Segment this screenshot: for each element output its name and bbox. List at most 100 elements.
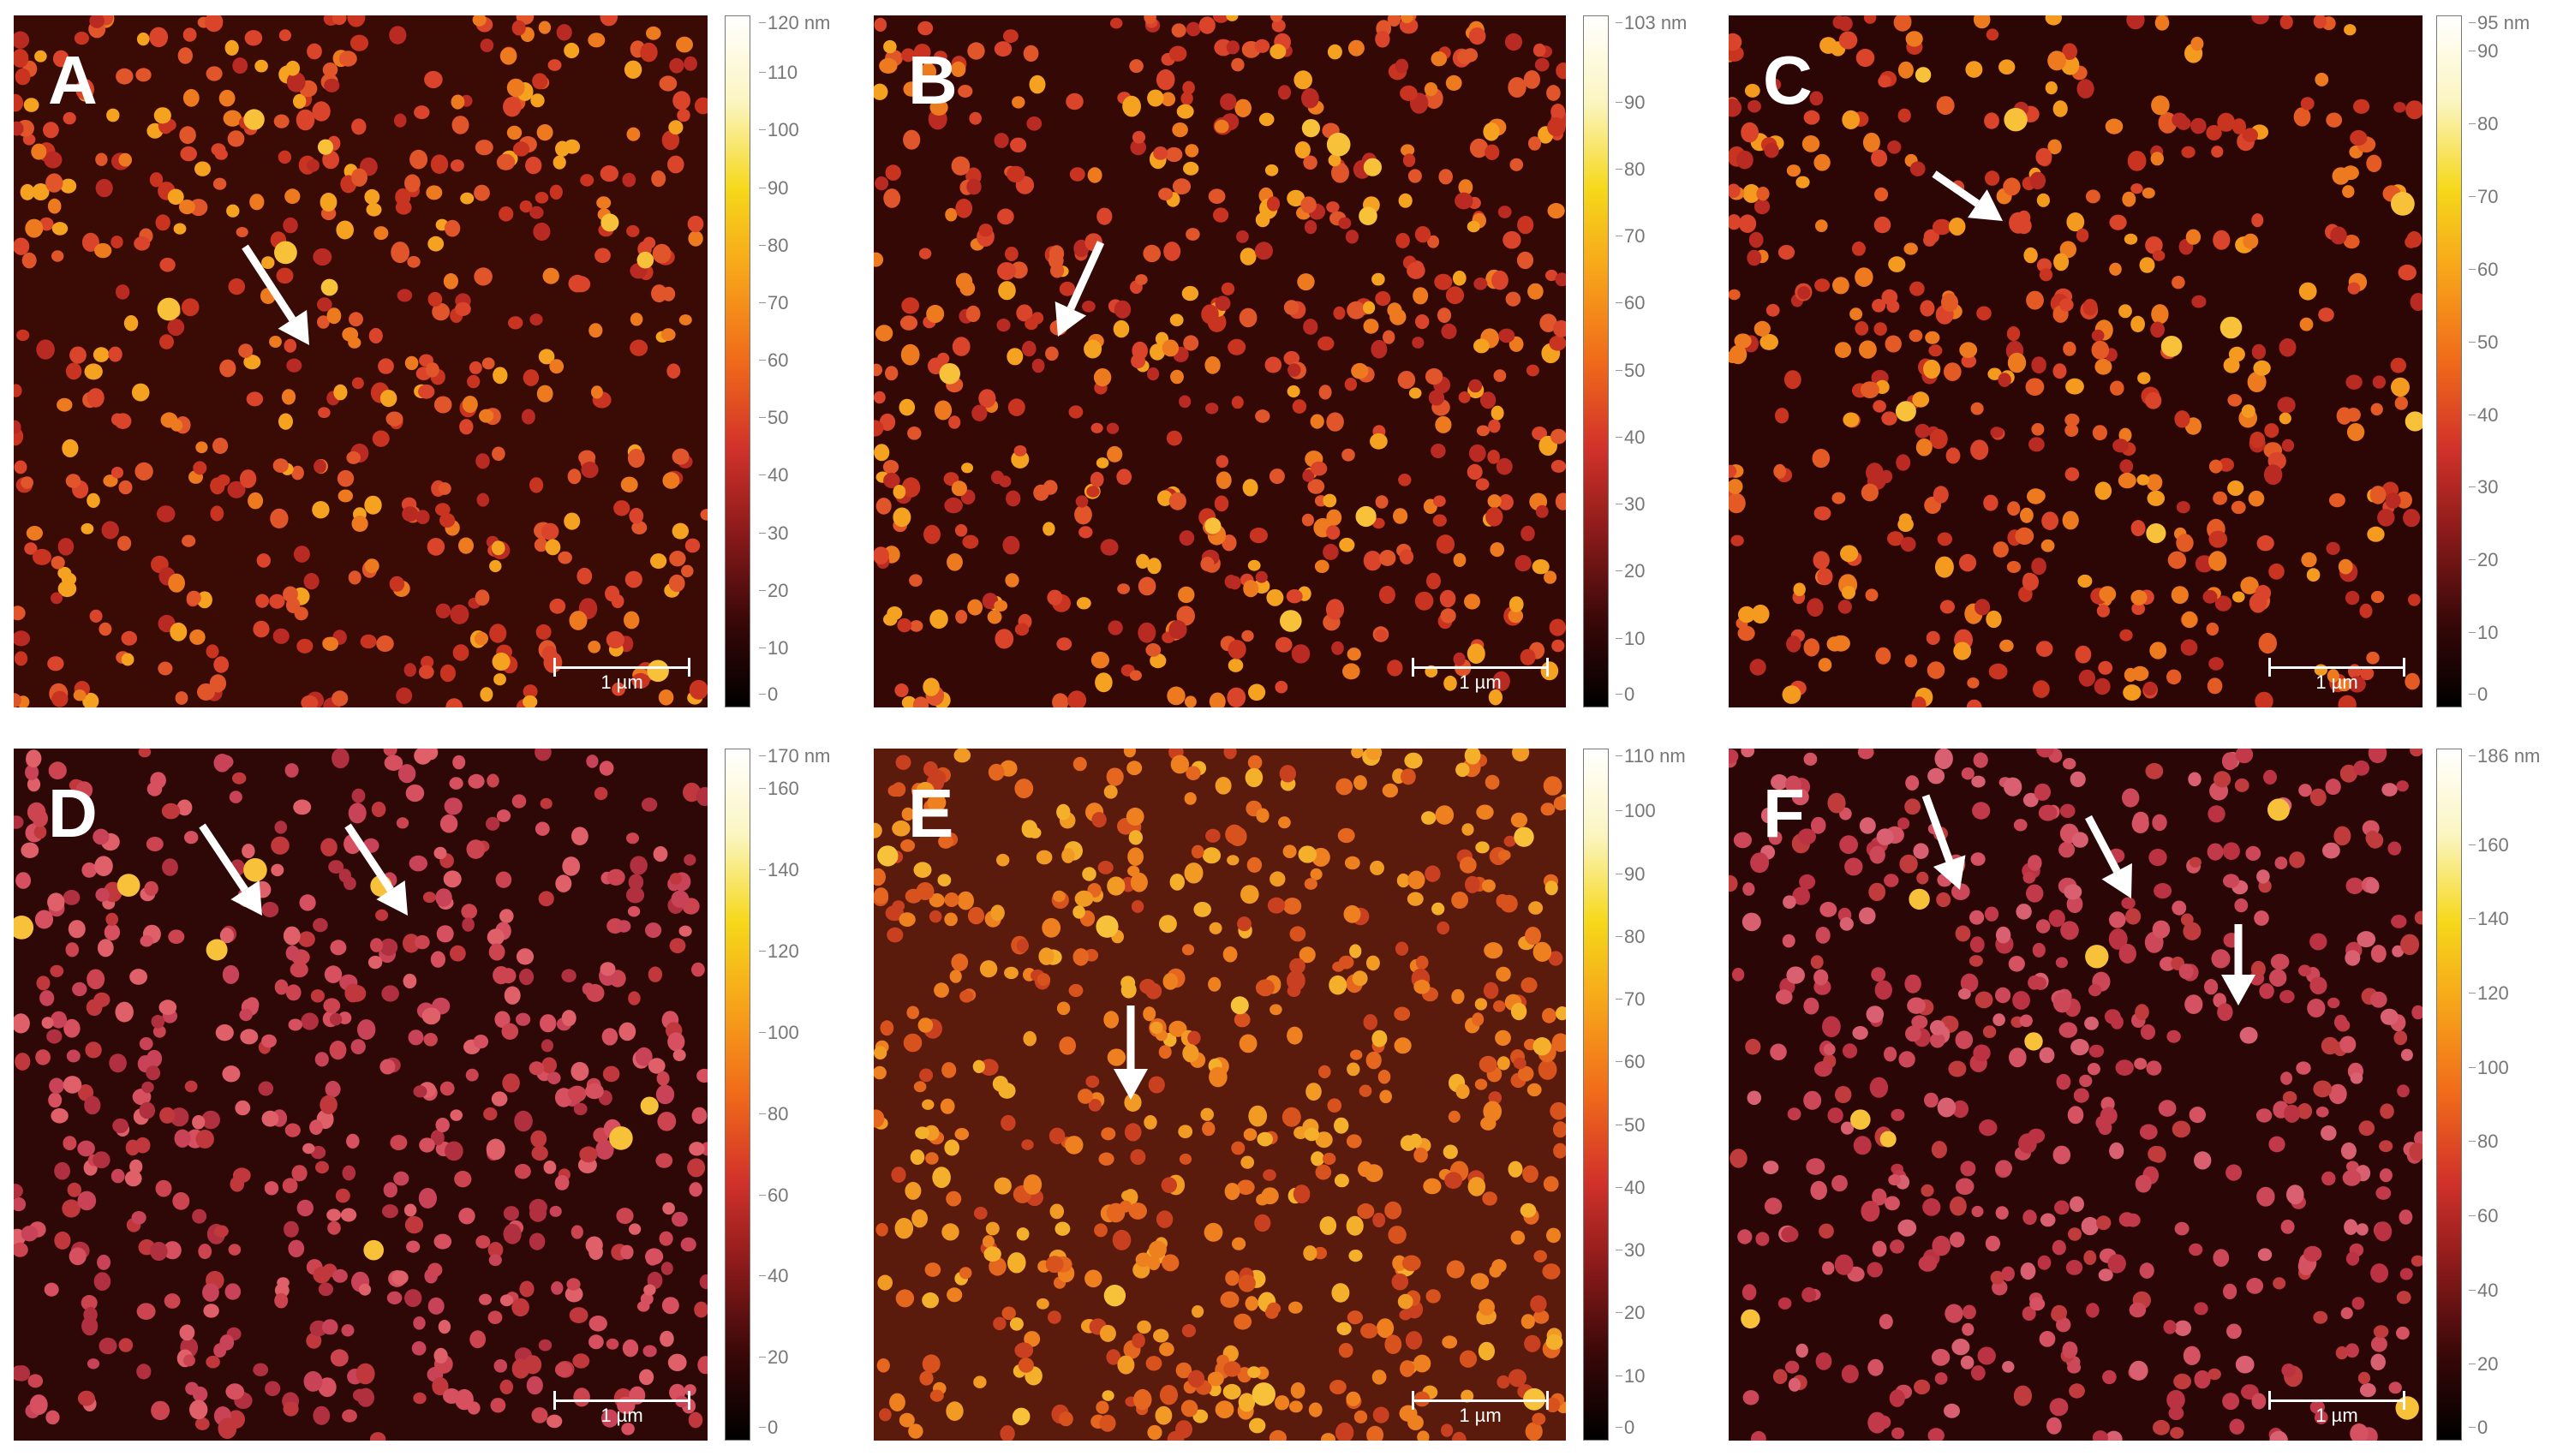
particle [1172, 178, 1192, 195]
particle [907, 427, 922, 440]
particle [302, 1143, 315, 1155]
particle [170, 1107, 189, 1127]
particle [1750, 852, 1770, 874]
particle [978, 224, 993, 237]
particle [1263, 1169, 1276, 1181]
particle [605, 585, 620, 602]
particle [1128, 830, 1143, 845]
particle [2127, 151, 2147, 171]
particle [475, 631, 488, 646]
particle [1363, 1014, 1378, 1030]
particle [2387, 841, 2402, 856]
particle [1423, 1178, 1442, 1195]
particle [994, 600, 1008, 612]
particle [168, 929, 185, 944]
particle [1129, 670, 1142, 681]
particle [344, 983, 361, 1003]
particle [229, 791, 242, 803]
scale-bar-label-c: 1 µm [2315, 671, 2358, 693]
particle [915, 1126, 929, 1139]
particle [684, 56, 697, 71]
particle [2036, 749, 2054, 758]
particle [170, 419, 183, 432]
particle [920, 63, 937, 81]
particle [531, 1145, 548, 1161]
particle [150, 1241, 168, 1262]
particle [43, 122, 59, 139]
particle [2067, 1361, 2082, 1374]
particle [341, 1324, 355, 1337]
particle [342, 1409, 357, 1423]
particle [351, 788, 366, 803]
particle [1977, 1346, 1996, 1365]
particle [203, 1304, 219, 1318]
colorbar-e [1583, 749, 1609, 1441]
particle [1033, 484, 1049, 501]
particle [1375, 31, 1390, 48]
particle [1859, 340, 1877, 359]
particle [503, 1223, 522, 1244]
particle [894, 1218, 914, 1239]
particle [21, 476, 33, 489]
particle [62, 1199, 81, 1218]
particle [1303, 319, 1318, 335]
particle [1473, 277, 1488, 290]
particle [1973, 1044, 1991, 1062]
particle [2076, 228, 2089, 242]
particle [1483, 1101, 1502, 1122]
particle [2022, 1306, 2036, 1322]
particle [1970, 439, 1989, 460]
particle [1534, 57, 1550, 72]
particle [2208, 459, 2223, 474]
particle [2109, 214, 2127, 230]
particle [1159, 1385, 1179, 1405]
particle [357, 1019, 376, 1041]
particle [474, 184, 490, 201]
particle [1867, 1411, 1887, 1434]
particle [2400, 934, 2420, 955]
particle [179, 1324, 195, 1341]
particle [995, 629, 1014, 649]
particle [286, 71, 306, 92]
bright-particle [363, 1239, 385, 1261]
particle [1414, 226, 1431, 243]
particle [2096, 604, 2110, 618]
particle [1184, 862, 1204, 884]
particle [39, 990, 55, 1006]
bright-particle [1895, 401, 1916, 422]
particle [1096, 457, 1109, 468]
particle [16, 329, 30, 342]
particle [538, 21, 552, 34]
particle [2006, 561, 2021, 573]
particle [1113, 319, 1130, 338]
particle [534, 538, 548, 552]
particle [2357, 1371, 2370, 1385]
particle [94, 856, 113, 876]
particle [1245, 767, 1264, 788]
particle [2184, 994, 2203, 1014]
particle [65, 474, 81, 488]
particle [1198, 16, 1216, 34]
particle [2202, 589, 2218, 604]
particle [1771, 774, 1788, 791]
particle [2235, 1355, 2255, 1374]
particle [349, 312, 363, 327]
particle [1955, 925, 1971, 942]
particle [2130, 520, 2146, 537]
particle [1145, 1356, 1162, 1371]
particle [116, 68, 134, 85]
particle [253, 1363, 269, 1376]
particle [2151, 95, 2170, 116]
particle [1904, 974, 1921, 994]
particle [2414, 1131, 2423, 1147]
particle [2379, 1140, 2393, 1153]
particle [1496, 893, 1509, 909]
particle [1014, 1342, 1034, 1358]
particle [2031, 558, 2046, 576]
particle [2394, 396, 2408, 410]
particle [996, 319, 1011, 332]
particle [1893, 15, 1912, 32]
particle [959, 1267, 972, 1280]
particle [2085, 189, 2100, 204]
particle [315, 1161, 329, 1174]
